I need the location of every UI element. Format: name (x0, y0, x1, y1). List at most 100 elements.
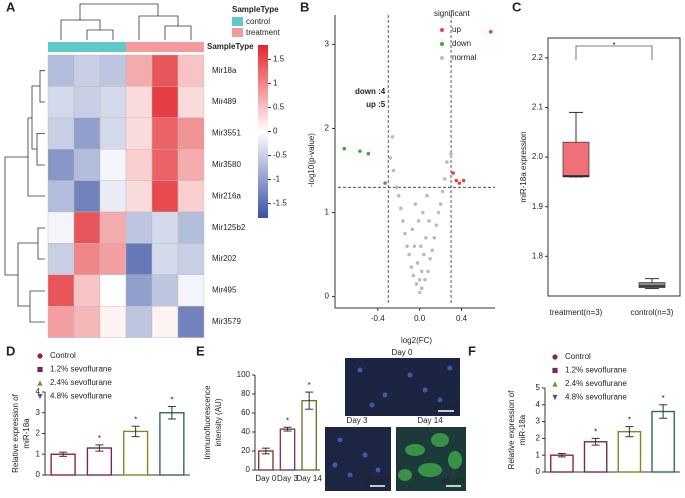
x-tick-label: 0.4 (456, 314, 468, 323)
heatmap-cell (99, 306, 127, 338)
bar (159, 412, 185, 476)
box (562, 141, 590, 178)
significance: * (134, 415, 137, 424)
heatmap-cell (125, 86, 153, 119)
bar (617, 430, 642, 473)
legend-label: 2.4% sevoflurane (50, 378, 112, 387)
heatmap-cell (151, 148, 179, 181)
heatmap-cell (177, 86, 205, 119)
row-label: Mir202 (212, 254, 237, 263)
y-tick-label: 5 (536, 383, 541, 392)
column-group-cell (126, 42, 152, 52)
point (449, 151, 453, 156)
point (405, 244, 409, 248)
point (411, 273, 416, 278)
point (489, 30, 493, 34)
heatmap-cell (47, 274, 75, 307)
point (424, 235, 428, 240)
heatmap-cell (73, 86, 101, 119)
legend-label: normal (452, 53, 477, 62)
point (420, 210, 425, 215)
colorbar-label: 0 (273, 127, 278, 136)
colorbar-label: -1 (273, 175, 281, 184)
colorbar-label: 1 (273, 79, 278, 88)
panel-letter: C (512, 0, 522, 14)
significance: * (612, 41, 615, 50)
point (388, 156, 393, 160)
point (391, 168, 396, 173)
column-group-cell (74, 42, 100, 52)
y-tick-label: 80 (241, 389, 250, 398)
row-label: Mir489 (212, 97, 237, 106)
panel-letter: D (6, 343, 15, 358)
y-axis-label: miR-18a expression (519, 131, 528, 202)
y-tick-label: 3 (325, 40, 330, 49)
column-group-cell (178, 42, 204, 52)
legend-swatch (232, 17, 243, 26)
x-tick-label: Day 0 (255, 474, 276, 483)
legend-marker (37, 366, 43, 373)
heatmap-cell (99, 211, 127, 244)
column-dendrogram (60, 3, 192, 40)
heatmap-cell (47, 180, 75, 213)
y-tick-label: 2.1 (532, 103, 544, 112)
y-tick-label: 1 (36, 449, 41, 458)
y-axis-label: Relative expression of (507, 390, 516, 469)
image-label: Day 3 (347, 416, 368, 425)
legend-marker (440, 42, 444, 46)
point (358, 149, 362, 153)
bar (550, 454, 574, 473)
heatmap-cell (99, 117, 127, 150)
point (366, 151, 371, 156)
row-label: Mir216a (212, 191, 241, 200)
scale-label: 25 μm (435, 401, 458, 410)
point (426, 269, 430, 274)
significance: * (170, 396, 173, 405)
box (638, 282, 666, 288)
heatmap-cell (125, 306, 153, 338)
heatmap-cell (99, 243, 127, 275)
legend-marker (440, 28, 444, 32)
colorbar-label: -1.5 (273, 199, 287, 208)
point (390, 135, 395, 139)
legend-label: 4.8% sevoflurane (565, 393, 627, 402)
heatmap-cell (47, 306, 75, 338)
y-tick-label: 100 (237, 370, 251, 379)
heatmap-cell (151, 274, 179, 307)
heatmap-cell (73, 306, 101, 338)
point (396, 193, 401, 198)
point (432, 235, 437, 240)
heatmap-cell (99, 274, 127, 307)
heatmap-cell (99, 54, 127, 87)
x-tick-label: -0.4 (371, 314, 385, 323)
heatmap-cell (177, 54, 205, 87)
panel-letter: E (196, 343, 205, 358)
legend-label: up (452, 25, 461, 34)
point (401, 219, 405, 223)
legend-label: 1.2% sevoflurane (565, 366, 627, 375)
bar (122, 430, 149, 476)
y-tick-label: 4 (536, 400, 541, 409)
bar (583, 441, 608, 473)
legend-title: significant (434, 9, 470, 18)
heatmap-cell (151, 54, 179, 87)
row-label: Mir125b2 (212, 223, 246, 232)
heatmap-cell (177, 180, 205, 213)
row-label: Mir18a (212, 66, 237, 75)
legend-label: control (246, 17, 270, 26)
colorbar (258, 45, 268, 218)
x-tick-label: Day 14 (296, 474, 322, 483)
micrographs (325, 358, 466, 491)
heatmap-cell (125, 274, 153, 307)
colorbar-label: 0.5 (273, 103, 285, 112)
heatmap-cell (151, 117, 179, 150)
legend-marker (37, 353, 43, 359)
point (416, 219, 421, 223)
x-axis-label: log2(FC) (401, 336, 432, 345)
y-tick-label: 20 (241, 446, 250, 455)
x-tick-label: Day 3 (277, 474, 298, 483)
point (445, 160, 449, 164)
point (430, 248, 435, 253)
point (451, 171, 455, 175)
heatmap-cell (99, 180, 127, 213)
